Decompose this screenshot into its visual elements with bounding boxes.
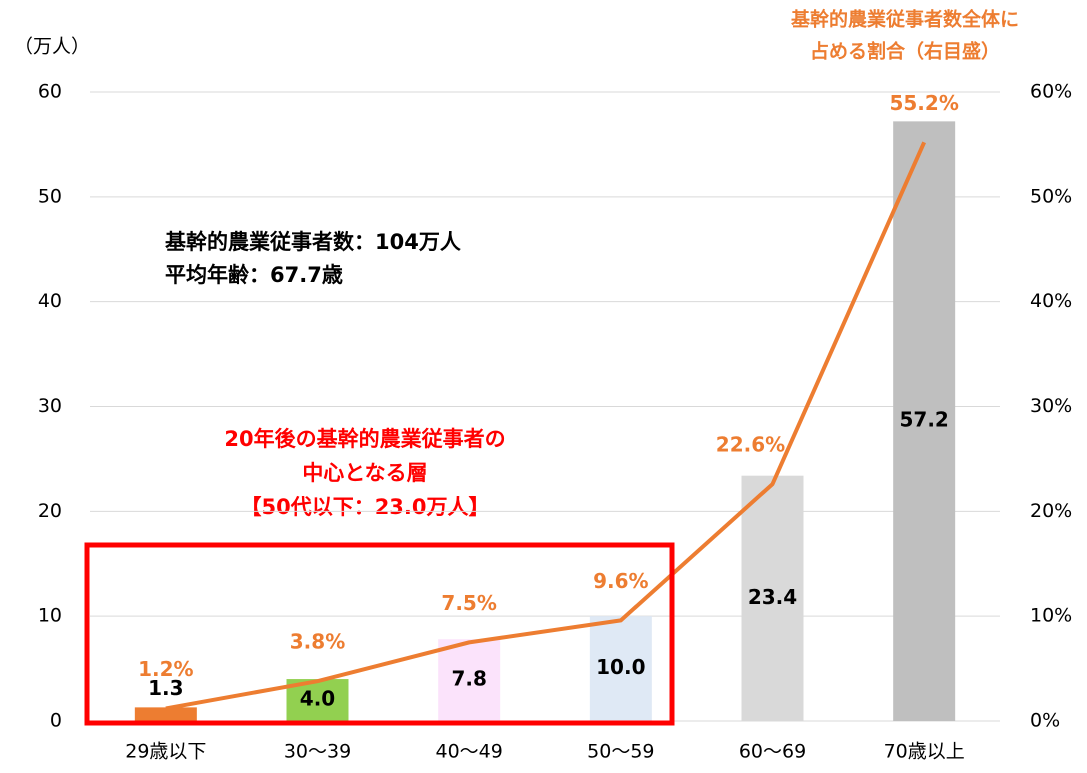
line-label: 55.2% — [889, 91, 958, 115]
bar — [589, 616, 652, 721]
line-label: 3.8% — [290, 630, 345, 654]
y2-tick-label: 30% — [1030, 395, 1072, 417]
highlight-annotation: 【50代以下：23.0万人】 — [240, 495, 489, 519]
y-tick-label: 50 — [38, 185, 62, 207]
y-tick-label: 20 — [38, 500, 62, 522]
y2-axis-label: 占める割合（右目盛） — [810, 40, 1000, 63]
x-tick-label: 70歳以上 — [884, 741, 965, 763]
y-tick-label: 0 — [50, 710, 62, 732]
x-tick-label: 29歳以下 — [125, 741, 206, 763]
data-label: 10.0 — [596, 655, 645, 679]
annotation: 平均年齢：67.7歳 — [165, 263, 343, 287]
line-label: 9.6% — [593, 569, 648, 593]
x-tick-label: 40～49 — [435, 741, 502, 763]
y2-tick-label: 40% — [1030, 290, 1072, 312]
data-label: 1.3 — [148, 676, 183, 700]
line-label: 7.5% — [441, 591, 496, 615]
highlight-annotation: 20年後の基幹的農業従事者の — [224, 427, 505, 451]
data-label: 57.2 — [899, 408, 948, 432]
x-tick-label: 30～39 — [284, 741, 351, 763]
data-label: 7.8 — [451, 667, 486, 691]
highlight-box — [84, 542, 675, 726]
data-label: 23.4 — [748, 585, 797, 609]
y-tick-label: 60 — [38, 81, 62, 103]
annotation: 基幹的農業従事者数：104万人 — [165, 230, 461, 254]
y-tick-label: 40 — [38, 290, 62, 312]
line-label: 1.2% — [138, 657, 193, 681]
y-tick-label: 30 — [38, 395, 62, 417]
y-tick-label: 10 — [38, 605, 62, 627]
y2-tick-label: 10% — [1030, 605, 1072, 627]
line-label: 22.6% — [716, 433, 785, 457]
line — [165, 141, 926, 711]
bar — [893, 121, 956, 721]
bar — [741, 475, 804, 721]
y2-tick-label: 0% — [1030, 710, 1060, 732]
bar — [438, 639, 501, 721]
y2-tick-label: 60% — [1030, 81, 1072, 103]
y2-axis-label: 基幹的農業従事者数全体に — [790, 8, 1019, 31]
y2-tick-label: 20% — [1030, 500, 1072, 522]
y-axis-label: （万人） — [14, 36, 90, 58]
data-label: 4.0 — [300, 687, 335, 711]
bar — [134, 707, 197, 721]
y2-tick-label: 50% — [1030, 185, 1072, 207]
x-tick-label: 60～69 — [739, 741, 806, 763]
highlight-annotation: 中心となる層 — [302, 461, 427, 485]
x-tick-label: 50～59 — [587, 741, 654, 763]
